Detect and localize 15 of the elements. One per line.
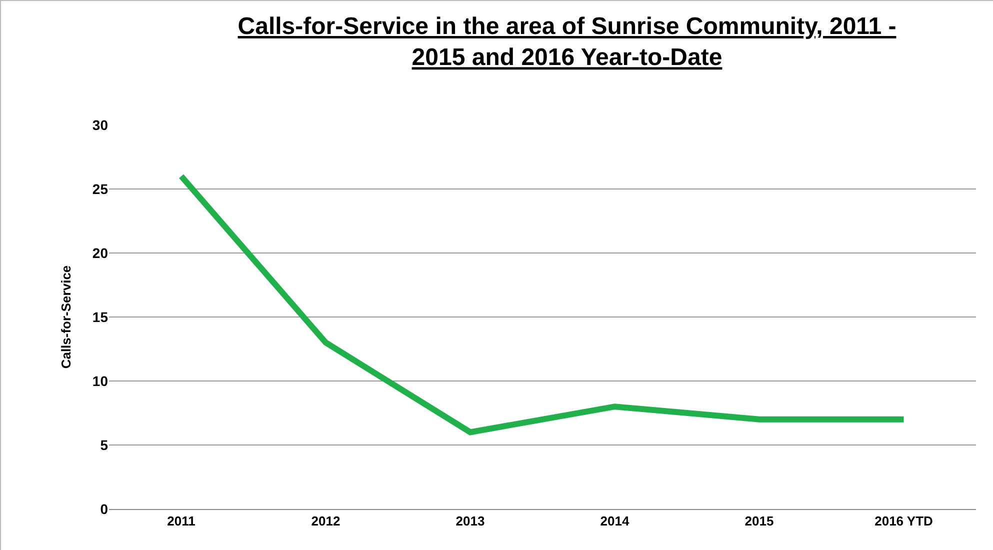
y-axis-title: Calls-for-Service [58,265,74,369]
y-tick-label: 30 [92,116,108,133]
x-tick-label: 2015 [744,514,774,529]
x-tick-label: 2011 [167,514,196,529]
x-tick-label: 2012 [311,514,340,529]
y-tick-label: 20 [92,244,108,261]
x-tick-label: 2014 [600,514,630,529]
y-tick-label: 5 [100,436,108,453]
x-tick-label: 2013 [456,514,485,529]
y-tick-label: 10 [92,372,108,389]
x-tick-label: 2016 YTD [874,514,933,529]
y-tick-label: 0 [100,500,108,517]
chart-title: Calls-for-Service in the area of Sunrise Community, 2011 - 2015 and 2016 Year-to-Date [238,13,896,72]
y-tick-label: 25 [92,180,108,197]
y-tick-label: 15 [92,308,108,325]
